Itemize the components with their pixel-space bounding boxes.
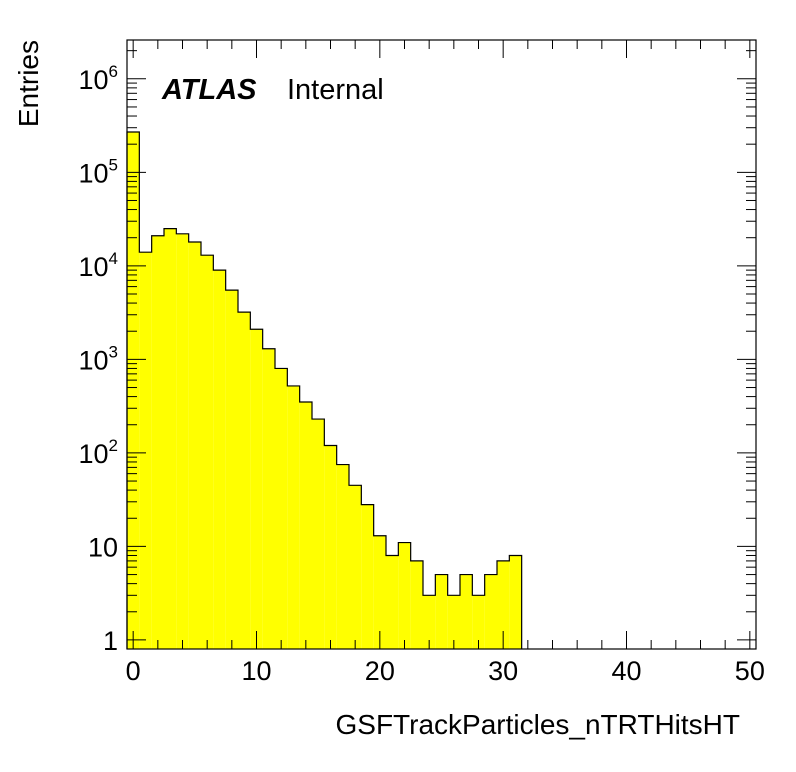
x-tick-labels: 0 10 20 30 40 50: [126, 656, 765, 686]
histogram-bar: [447, 595, 460, 649]
histogram-bar: [151, 235, 164, 649]
histogram-bar: [275, 368, 288, 649]
histogram-bar: [250, 329, 263, 649]
x-axis-label: GSFTrackParticles_nTRTHitsHT: [336, 709, 741, 740]
histogram-bar: [423, 595, 436, 649]
y-tick-label: 103: [78, 342, 118, 375]
histogram-bar: [472, 595, 485, 649]
histogram-bar: [410, 560, 423, 649]
atlas-status-label: Internal: [287, 74, 384, 106]
histogram-bar: [324, 445, 337, 649]
x-tick-label: 50: [735, 656, 765, 686]
x-tick-label: 0: [126, 656, 141, 686]
histogram-bar: [299, 402, 312, 649]
y-tick-label: 1: [103, 626, 118, 656]
histogram-bar: [225, 290, 238, 649]
histogram-bar: [188, 241, 201, 650]
histogram-bar: [349, 485, 362, 649]
y-tick-label: 105: [78, 155, 118, 188]
histogram-bar: [373, 535, 386, 649]
y-tick-label: 102: [78, 436, 118, 469]
histogram-bar: [164, 228, 177, 650]
histogram-bar: [201, 255, 214, 650]
histogram-bar: [435, 574, 448, 649]
histogram-bar: [238, 312, 251, 649]
x-tick-label: 10: [241, 656, 271, 686]
histogram-bar: [497, 560, 510, 649]
histogram-outline: [126, 131, 523, 649]
x-tick-label: 40: [611, 656, 641, 686]
x-tick-label: 20: [365, 656, 395, 686]
y-tick-label: 106: [78, 62, 118, 95]
y-tick-label: 10: [88, 532, 118, 562]
y-tick-label: 104: [78, 249, 118, 282]
histogram-bar: [398, 542, 411, 649]
histogram-bars: [127, 131, 522, 650]
atlas-label: ATLAS: [161, 74, 257, 106]
histogram-bar: [484, 574, 497, 649]
histogram-bar: [139, 252, 152, 650]
histogram-bar: [127, 131, 140, 650]
histogram-bar: [361, 504, 374, 649]
x-tick-label: 30: [488, 656, 518, 686]
histogram-bar: [336, 464, 349, 649]
histogram-bar: [386, 555, 399, 649]
histogram-bar: [262, 348, 275, 649]
y-axis-label: Entries: [13, 40, 44, 127]
axis-ticks: [127, 40, 756, 649]
histogram-bar: [312, 419, 325, 649]
histogram-bar: [460, 574, 473, 649]
histogram-bar: [287, 385, 300, 649]
histogram-bar: [509, 555, 522, 649]
histogram-bar: [176, 233, 189, 649]
histogram-bar: [213, 270, 226, 649]
y-tick-labels: 1 10 102 103 104 105 106: [78, 62, 118, 656]
plot-frame: [126, 39, 757, 650]
